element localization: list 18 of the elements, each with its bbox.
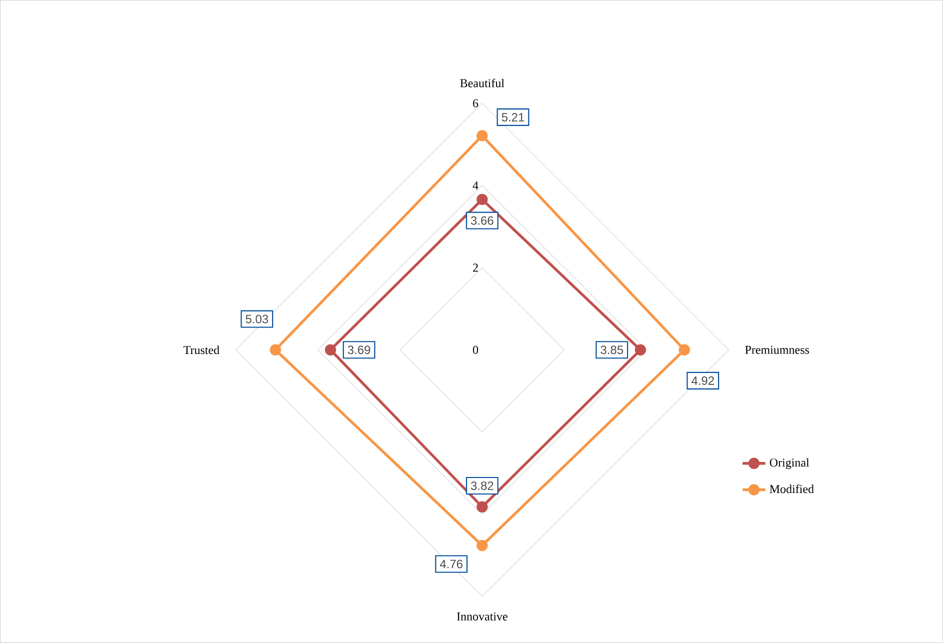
data-label: 5.03 — [246, 314, 268, 324]
data-label: 3.85 — [600, 346, 624, 354]
data-label: 3.69 — [348, 346, 370, 354]
y-tick-label: 2 — [473, 264, 478, 272]
y-tick-label: 4 — [472, 181, 478, 190]
data-label: 4.76 — [440, 560, 462, 568]
spoke-label: Beautiful — [460, 78, 504, 88]
y-tick-label: 6 — [473, 99, 478, 108]
data-label: 4.92 — [691, 376, 714, 385]
legend-label: Modified — [770, 484, 814, 494]
data-label: 3.66 — [470, 216, 494, 225]
spoke-label: Premiumness — [745, 346, 809, 354]
data-label: 5.21 — [502, 112, 524, 122]
data-label: 3.82 — [470, 481, 494, 490]
legend-label: Original — [770, 458, 810, 470]
y-tick-label: 0 — [472, 346, 478, 354]
spoke-label: Innovative — [456, 612, 508, 620]
spoke-label: Trusted — [184, 346, 220, 354]
